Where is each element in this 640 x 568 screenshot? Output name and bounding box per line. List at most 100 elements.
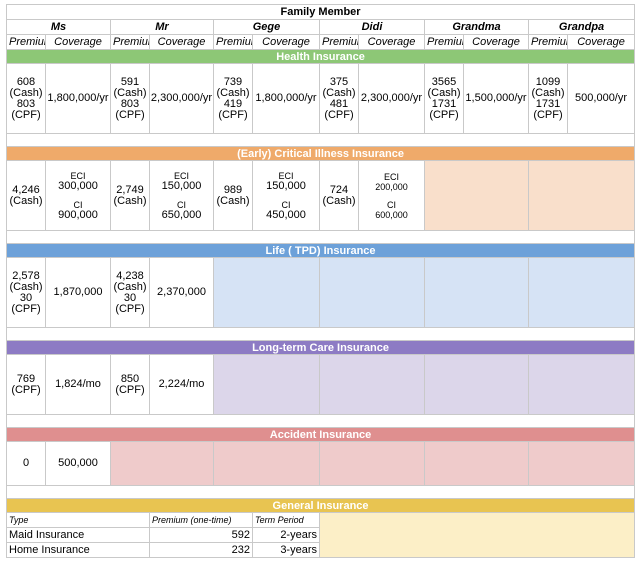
member-grandma: Grandma [424, 19, 529, 35]
health-insurance-band: Health Insurance [5, 49, 636, 64]
premium-header: Premium [528, 34, 568, 50]
health-coverage-grandpa: 500,000/yr [566, 63, 636, 134]
general-type-home: Home Insurance [6, 542, 150, 558]
accident-coverage-ms: 500,000 [45, 441, 111, 486]
longterm-empty-grandma [424, 354, 529, 415]
general-type-header: Type [6, 512, 150, 528]
member-didi: Didi [319, 19, 425, 35]
health-premium-grandma: 3565 (Cash) 1731 (CPF) [424, 63, 464, 134]
general-term-header: Term Period [252, 512, 320, 528]
life-empty-grandma [424, 257, 529, 328]
ci-label: CI [73, 199, 83, 210]
eci-label: ECI [70, 170, 86, 181]
critical-premium-ms: 4,246 (Cash) [6, 160, 46, 231]
premium-header: Premium [213, 34, 253, 50]
health-premium-grandpa: 1099 (Cash) 1731 (CPF) [528, 63, 568, 134]
health-premium-ms: 608 (Cash) 803 (CPF) [6, 63, 46, 134]
general-insurance-band: General Insurance [5, 498, 636, 513]
coverage-header: Coverage [45, 34, 111, 50]
accident-insurance-band: Accident Insurance [5, 427, 636, 442]
general-premium-home: 232 [149, 542, 253, 558]
health-premium-mr: 591 (Cash) 803 (CPF) [110, 63, 150, 134]
health-premium-gege: 739 (Cash) 419 (CPF) [213, 63, 253, 134]
section-spacer [5, 327, 636, 341]
accident-premium-ms: 0 [6, 441, 46, 486]
health-coverage-didi: 2,300,000/yr [358, 63, 425, 134]
longterm-empty-grandpa [527, 354, 636, 415]
eci-label: ECI [173, 170, 189, 181]
critical-empty-grandpa [527, 160, 636, 231]
life-empty-didi [319, 257, 425, 328]
longterm-coverage-mr: 2,224/mo [149, 354, 214, 415]
ci-value: 650,000 [161, 208, 202, 221]
eci-value: 300,000 [58, 179, 98, 192]
life-premium-mr: 4,238 (Cash) 30 (CPF) [110, 257, 150, 328]
eci-label: ECI [278, 170, 294, 181]
member-mr: Mr [110, 19, 214, 35]
eci-value: 200,000 [375, 181, 408, 192]
general-term-maid: 2-years [252, 527, 320, 543]
life-empty-grandpa [527, 257, 636, 328]
insurance-table: Family Member Ms Mr Gege Didi Grandma Gr… [5, 4, 636, 558]
general-premium-maid: 592 [149, 527, 253, 543]
insurance-sheet: Family Member Ms Mr Gege Didi Grandma Gr… [5, 4, 636, 558]
general-premium-header: Premium (one-time) [149, 512, 253, 528]
accident-empty-gege [213, 441, 320, 486]
premium-header: Premium [319, 34, 359, 50]
member-ms: Ms [6, 19, 111, 35]
life-premium-ms: 2,578 (Cash) 30 (CPF) [6, 257, 46, 328]
accident-empty-didi [319, 441, 425, 486]
critical-premium-mr: 2,749 (Cash) [110, 160, 150, 231]
critical-empty-grandma [424, 160, 529, 231]
coverage-header: Coverage [463, 34, 529, 50]
coverage-header: Coverage [566, 34, 636, 50]
premium-header: Premium [110, 34, 150, 50]
coverage-header: Coverage [149, 34, 214, 50]
longterm-coverage-ms: 1,824/mo [45, 354, 111, 415]
premium-header: Premium [6, 34, 46, 50]
health-coverage-mr: 2,300,000/yr [149, 63, 214, 134]
health-coverage-grandma: 1,500,000/yr [463, 63, 529, 134]
ci-value: 450,000 [266, 208, 306, 221]
ci-label: CI [281, 199, 291, 210]
critical-coverage-didi: ECI 200,000 CI 600,000 [358, 160, 425, 231]
general-empty-area [318, 512, 636, 558]
critical-illness-band: (Early) Critical Illness Insurance [5, 146, 636, 161]
longterm-empty-didi [319, 354, 425, 415]
critical-coverage-mr: ECI 150,000 CI 650,000 [149, 160, 214, 231]
member-grandpa: Grandpa [527, 19, 636, 35]
general-type-maid: Maid Insurance [6, 527, 150, 543]
longterm-premium-mr: 850 (CPF) [110, 354, 150, 415]
family-member-title: Family Member [5, 4, 636, 20]
section-spacer [5, 485, 636, 499]
coverage-header: Coverage [358, 34, 425, 50]
ci-label: CI [177, 199, 186, 210]
critical-coverage-ms: ECI 300,000 CI 900,000 [45, 160, 111, 231]
accident-empty-grandpa [527, 441, 636, 486]
ci-label: CI [387, 199, 396, 210]
member-gege: Gege [213, 19, 320, 35]
section-spacer [5, 133, 636, 147]
health-coverage-gege: 1,800,000/yr [252, 63, 320, 134]
health-premium-didi: 375 (Cash) 481 (CPF) [319, 63, 359, 134]
critical-premium-didi: 724 (Cash) [319, 160, 359, 231]
critical-premium-gege: 989 (Cash) [213, 160, 253, 231]
longterm-premium-ms: 769 (CPF) [6, 354, 46, 415]
life-coverage-mr: 2,370,000 [149, 257, 214, 328]
eci-value: 150,000 [266, 179, 306, 192]
longterm-empty-gege [213, 354, 320, 415]
section-spacer [5, 414, 636, 428]
health-coverage-ms: 1,800,000/yr [45, 63, 111, 134]
life-empty-gege [213, 257, 320, 328]
section-spacer [5, 230, 636, 244]
accident-empty-grandma [424, 441, 529, 486]
eci-label: ECI [383, 171, 399, 182]
general-term-home: 3-years [252, 542, 320, 558]
ci-value: 900,000 [58, 208, 98, 221]
accident-empty-mr [110, 441, 214, 486]
premium-header: Premium [424, 34, 464, 50]
coverage-header: Coverage [252, 34, 320, 50]
ci-value: 600,000 [375, 209, 408, 220]
critical-coverage-gege: ECI 150,000 CI 450,000 [252, 160, 320, 231]
life-coverage-ms: 1,870,000 [45, 257, 111, 328]
